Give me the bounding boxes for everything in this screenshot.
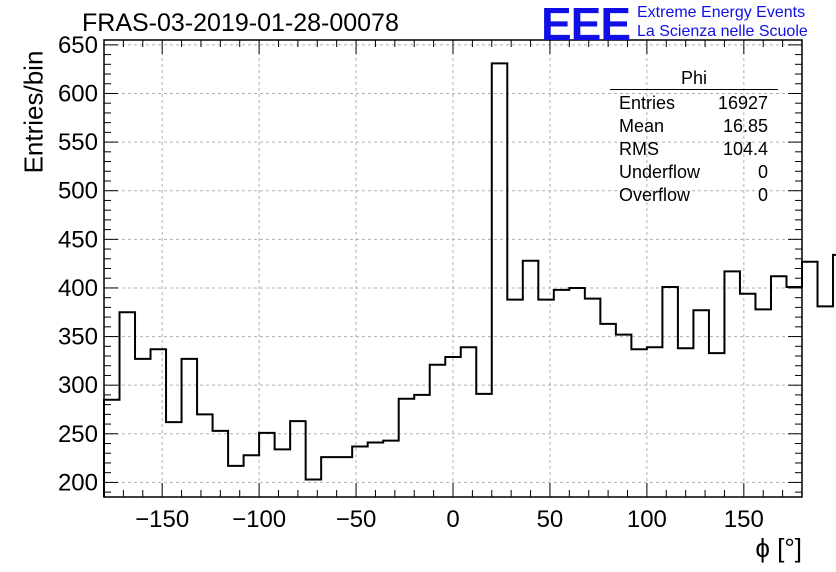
logo-caption: Extreme Energy Events La Scienza nelle S… xyxy=(637,3,808,41)
y-tick-label: 550 xyxy=(58,129,98,156)
x-tick-label: −150 xyxy=(135,506,189,533)
stats-row-entries: Entries 16927 xyxy=(610,92,778,115)
y-tick-label: 500 xyxy=(58,178,98,205)
x-tick-label: −50 xyxy=(336,506,377,533)
logo-line-2: La Scienza nelle Scuole xyxy=(637,23,808,40)
x-tick-label: 0 xyxy=(446,506,459,533)
stats-value: 16927 xyxy=(717,93,768,113)
stats-row-underflow: Underflow 0 xyxy=(610,161,778,184)
stats-key: RMS xyxy=(619,139,659,159)
stats-title: Phi xyxy=(610,68,778,90)
stats-row-mean: Mean 16.85 xyxy=(610,115,778,138)
y-tick-label: 250 xyxy=(58,421,98,448)
y-tick-label: 450 xyxy=(58,226,98,253)
x-tick-label: 50 xyxy=(537,506,564,533)
stats-value: 0 xyxy=(757,162,768,182)
y-tick-label: 350 xyxy=(58,324,98,351)
eee-logo: EEE xyxy=(541,0,631,50)
x-tick-label: −100 xyxy=(232,506,286,533)
stats-value: 16.85 xyxy=(722,116,768,136)
stats-key: Mean xyxy=(619,116,665,136)
stats-row-rms: RMS 104.4 xyxy=(610,138,778,161)
stats-value: 0 xyxy=(757,185,768,205)
chart-title: FRAS-03-2019-01-28-00078 xyxy=(82,9,399,37)
stats-value: 104.4 xyxy=(722,139,768,159)
y-tick-label: 650 xyxy=(58,32,98,59)
y-tick-label: 300 xyxy=(58,372,98,399)
y-axis-label: Entries/bin xyxy=(18,50,49,174)
logo-line-1: Extreme Energy Events xyxy=(637,4,806,21)
x-tick-label: 100 xyxy=(627,506,667,533)
histogram-step-line xyxy=(103,62,836,497)
stats-key: Underflow xyxy=(619,162,701,182)
stats-key: Overflow xyxy=(619,185,691,205)
y-tick-label: 200 xyxy=(58,469,98,496)
y-tick-label: 600 xyxy=(58,80,98,107)
stats-box: Phi Entries 16927 Mean 16.85 RMS 104.4 U… xyxy=(610,68,778,207)
y-tick-label: 400 xyxy=(58,275,98,302)
plot-frame xyxy=(103,39,803,498)
x-tick-label: 150 xyxy=(724,506,764,533)
x-axis-label: ϕ [°] xyxy=(755,533,802,563)
stats-row-overflow: Overflow 0 xyxy=(610,184,778,207)
stats-key: Entries xyxy=(619,93,676,113)
